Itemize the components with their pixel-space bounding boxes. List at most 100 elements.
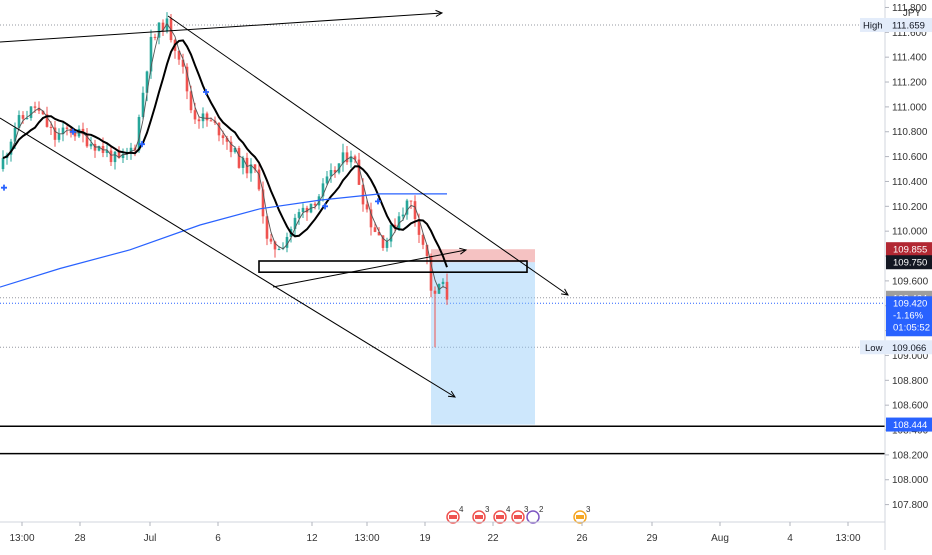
candle-body — [21, 115, 25, 119]
event-count: 4 — [506, 505, 511, 514]
candle-body — [189, 91, 193, 111]
candle-body — [349, 156, 353, 163]
candle-body — [389, 224, 393, 242]
candle-body — [341, 152, 345, 164]
time-tick-label: Jul — [144, 533, 157, 544]
candle-body — [153, 36, 157, 38]
grid — [0, 24, 885, 348]
event-count: 2 — [539, 505, 544, 514]
candle-body — [413, 201, 417, 220]
rising-trendline-head — [459, 247, 468, 255]
candle-body — [97, 145, 101, 151]
low-label-text: Low — [865, 343, 883, 354]
time-tick-label: 13:00 — [354, 533, 379, 544]
candle-body — [217, 122, 221, 136]
candle-body — [365, 204, 369, 210]
time-tick-label: 26 — [576, 533, 588, 544]
candle-body — [429, 255, 433, 291]
time-tick-label: 4 — [787, 533, 793, 544]
candle-body — [89, 143, 93, 147]
high-label-text: High — [863, 20, 883, 31]
price-tick-label: 111.400 — [892, 53, 927, 64]
low-label: Low 109.066 — [860, 340, 932, 355]
price-tick-label: 110.800 — [892, 127, 928, 138]
price-badge — [886, 242, 932, 257]
upper-trendline-head — [435, 9, 444, 17]
candle-body — [201, 113, 205, 122]
candle-body — [85, 134, 89, 147]
channel-bottom-line-head — [447, 390, 456, 398]
rising-trendline — [272, 249, 467, 288]
candle-body — [149, 36, 153, 72]
signal-cross-marker — [1, 184, 7, 191]
candle-body — [401, 214, 405, 217]
candle-body — [157, 22, 161, 38]
candle-body — [241, 157, 245, 168]
fast-moving-average — [2, 23, 448, 291]
price-tick-label: 108.600 — [892, 401, 929, 412]
time-axis: 13:00 28 Jul 6 12 13:00 19 22 26 29 Aug 4 13:00 — [0, 521, 885, 544]
time-tick-label: 28 — [74, 533, 86, 544]
unit-label: JPY — [903, 8, 922, 19]
candle-body — [209, 120, 213, 122]
candle-body — [185, 66, 189, 92]
candle-body — [53, 127, 57, 140]
candles — [1, 12, 449, 348]
candle-body — [333, 170, 337, 173]
horizontal-levels — [0, 425, 885, 455]
time-tick-label: 6 — [215, 533, 221, 544]
candle-body — [425, 244, 429, 256]
candle-body — [1, 158, 5, 170]
candle-body — [317, 196, 321, 206]
candle-body — [329, 170, 333, 177]
price-tick-label: 109.600 — [892, 276, 929, 287]
candle-body — [117, 151, 121, 159]
time-tick-label: 13:00 — [835, 533, 860, 544]
time-tick-label: 19 — [419, 533, 431, 544]
candle-body — [161, 22, 165, 31]
candle-body — [45, 114, 49, 127]
high-value: 111.659 — [892, 20, 925, 31]
candle-body — [205, 113, 209, 121]
time-tick-label: 22 — [487, 533, 499, 544]
candle-body — [65, 127, 69, 129]
price-tick-label: 111.800 — [892, 3, 927, 14]
time-tick-label: 29 — [646, 533, 658, 544]
candle-body — [285, 236, 289, 248]
candle-body — [249, 164, 253, 174]
price-badge — [886, 255, 932, 270]
event-count: 3 — [524, 505, 529, 514]
candle-body — [377, 231, 381, 236]
price-tick-label: 111.600 — [892, 28, 927, 39]
signal-cross-marker — [203, 88, 209, 95]
candle-body — [257, 169, 261, 190]
candle-body — [109, 150, 113, 163]
candle-body — [145, 71, 149, 93]
candle-body — [17, 115, 21, 128]
long-moving-average — [0, 193, 447, 288]
candle-body — [345, 152, 349, 163]
price-tick-label: 107.800 — [892, 500, 929, 511]
candle-body — [237, 147, 241, 168]
price-tick-label: 111.000 — [892, 102, 927, 113]
candle-body — [305, 207, 309, 213]
candle-body — [361, 184, 365, 205]
candle-body — [357, 159, 361, 185]
price-tick-label: 111.200 — [892, 78, 927, 89]
signal-cross-marker — [375, 198, 381, 205]
event-markers: 4 3 4 3 3 2 — [446, 505, 591, 524]
candle-body — [225, 138, 229, 142]
candle-body — [301, 207, 305, 213]
candle-body — [353, 156, 357, 160]
high-label: High 111.659 — [860, 17, 932, 32]
candle-body — [369, 209, 373, 228]
candle-body — [181, 59, 185, 67]
price-tick-label: 108.800 — [892, 376, 929, 387]
candle-body — [253, 164, 257, 170]
candle-body — [293, 217, 297, 230]
candle-body — [9, 141, 13, 155]
bar-countdown: 01:05:52 — [893, 322, 930, 333]
time-tick-label: Aug — [711, 533, 729, 544]
